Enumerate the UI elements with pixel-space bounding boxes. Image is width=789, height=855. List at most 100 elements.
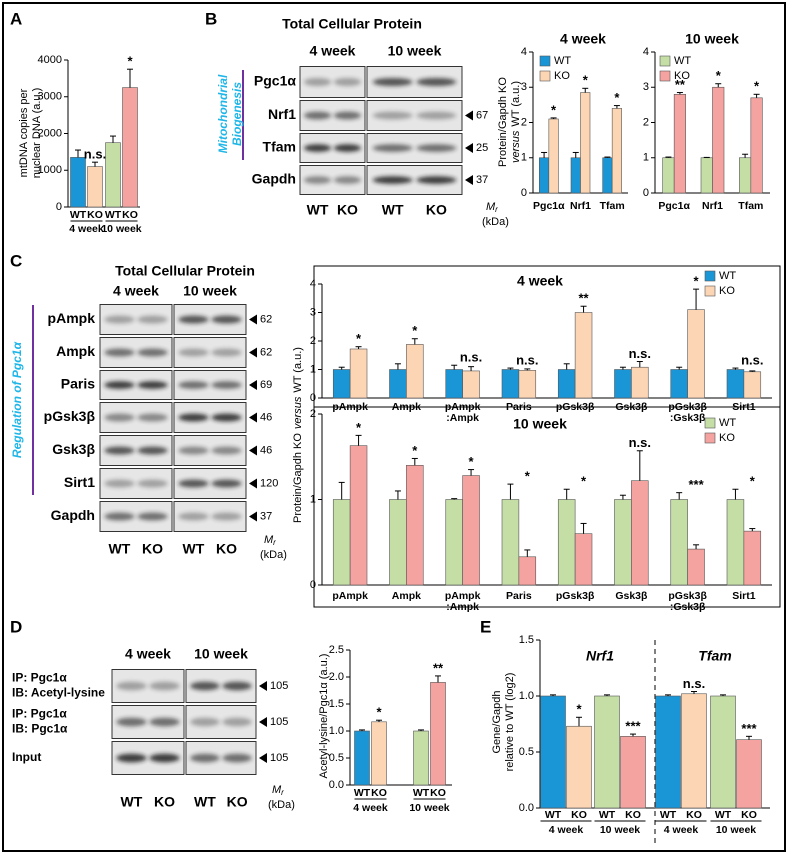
y-tick-label: 2.5 [329, 644, 344, 656]
lane-label: KO [142, 541, 163, 557]
bar [687, 548, 705, 586]
x-tick-label: WT [545, 809, 562, 821]
row-label: Ampk [56, 343, 95, 359]
x-tick-label: Nrf1 [702, 200, 723, 212]
annotation: n.s. [629, 435, 651, 450]
x-tick-label: Gsk3β [615, 590, 648, 602]
bar [413, 730, 429, 786]
row-label: IP: Pgc1α [12, 671, 67, 685]
row-label: Gsk3β [52, 441, 95, 457]
row-label: Tfam [263, 139, 296, 155]
y-tick-label: 1 [310, 493, 316, 505]
y-tick-label: 2 [310, 335, 316, 347]
row-label: pAmpk [48, 310, 96, 326]
y-tick-label: 0 [310, 579, 316, 591]
bar [739, 157, 752, 194]
blot-band [116, 717, 147, 727]
blot-band [211, 479, 242, 488]
x-tick-label: Nrf1 [570, 200, 591, 212]
chart-title: 10 week [513, 416, 567, 432]
y-tick-label: 3000 [38, 91, 62, 103]
bar [501, 369, 520, 399]
blot-band [211, 315, 242, 324]
row-label: Input [12, 750, 41, 764]
x-tick-label: WT [660, 809, 677, 821]
bar [557, 369, 576, 399]
bar [670, 499, 688, 586]
blot-band [211, 512, 242, 521]
blot-band [137, 446, 168, 455]
x-tick-label: KO [625, 809, 641, 821]
blot-band [178, 348, 209, 357]
panel-letter: D [10, 617, 22, 636]
mr-unit: (kDa) [482, 216, 509, 228]
y-tick-label: 0 [643, 187, 649, 199]
x-tick-label: pGsk3β [556, 590, 595, 602]
panel-letter: B [205, 9, 217, 28]
marker-arrow [249, 314, 257, 325]
y-tick-label: 4 [643, 46, 649, 58]
mr-label: 120 [260, 477, 278, 489]
y-tick-label: 1 [643, 152, 649, 164]
blot-band [303, 111, 332, 120]
x-tick-label: Paris [506, 590, 532, 602]
period-label: 4 week [310, 43, 356, 59]
blot-band [222, 753, 252, 763]
annotation: * [583, 73, 589, 88]
bar [349, 445, 368, 586]
bar [540, 695, 566, 809]
blot-band [333, 144, 362, 152]
bar [406, 464, 424, 586]
bar [371, 721, 387, 786]
row-label: IB: Acetyl-lysine [12, 686, 105, 700]
bar [662, 157, 675, 194]
annotation: n.s. [683, 676, 705, 691]
bar [687, 309, 705, 399]
mr-subscript: r [281, 788, 284, 797]
blot-band [137, 348, 168, 357]
y-tick-label: 1 [310, 363, 316, 375]
subpanel-title: Tfam [698, 648, 731, 664]
x-tick-label: pGsk3β [668, 401, 707, 413]
y-tick-label: 2 [310, 408, 316, 420]
x-tick-label: Ampk [392, 590, 421, 602]
bar [673, 94, 686, 194]
bar [430, 682, 446, 786]
bar [105, 142, 121, 208]
y-tick-label: 4 [310, 278, 316, 290]
legend-swatch [659, 70, 671, 82]
legend-label: WT [554, 55, 571, 67]
blot-band [116, 753, 147, 763]
blot-band [178, 446, 209, 455]
bar [620, 736, 646, 809]
marker-arrow [249, 412, 257, 423]
x-tick-label: Paris [506, 401, 532, 413]
blot-band [104, 413, 135, 422]
chart-title: 4 week [560, 31, 606, 47]
blot-band [190, 717, 220, 727]
y-tick-label: 0 [56, 201, 62, 213]
blot-band [178, 512, 209, 521]
annotation: * [551, 102, 557, 117]
x-tick-label: Sirt1 [732, 401, 756, 413]
blot-band [104, 512, 135, 521]
mr-label: 105 [270, 716, 288, 728]
group-label: 4 week [664, 824, 699, 836]
bar [750, 97, 763, 194]
group-label: 4 week [353, 802, 388, 814]
annotation: n.s. [516, 353, 538, 368]
y-tick-label: 0.0 [519, 802, 534, 814]
row-label: Pgc1α [254, 73, 296, 89]
panel-letter: C [10, 251, 22, 270]
annotation: ** [579, 291, 590, 306]
annotation: * [412, 323, 418, 338]
bar [655, 695, 681, 809]
bar [574, 312, 593, 399]
blot-band [333, 176, 362, 184]
x-tick-label: Tfam [738, 200, 763, 212]
blot-band [211, 348, 242, 357]
group-label: 4 week [69, 223, 104, 235]
blot-band [104, 446, 135, 455]
x-tick-label: WT [599, 809, 616, 821]
marker-arrow [249, 511, 257, 522]
